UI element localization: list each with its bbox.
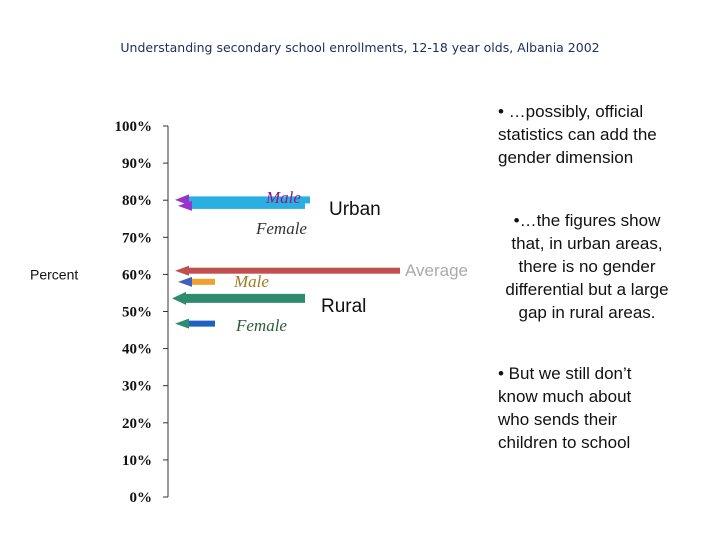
y-tick-label: 90% (122, 156, 152, 172)
arrow-shaft (190, 278, 215, 285)
y-tick-label: 100% (115, 119, 153, 135)
arrow-head (172, 291, 186, 305)
arrow-rural-female (175, 318, 215, 329)
y-tick-label: 80% (122, 193, 152, 209)
b1-line: gender dimension (498, 148, 634, 167)
arrow-urban-female (178, 200, 305, 211)
y-axis-label: Percent (30, 266, 78, 282)
chart-labels: Male Female Male Female Urban Rural Average (233, 188, 468, 335)
b1-line: • …possibly, official (498, 102, 644, 121)
b2-line: differential but a large (505, 280, 669, 299)
b2-line: gap in rural areas. (518, 303, 656, 322)
y-axis: 0% 10% 20% 30% 40% 50% 60% 70% 80% 90% 100% Percent (30, 119, 169, 506)
bullet-figures-show: •…the figures show that, in urban areas, t… (482, 209, 692, 324)
arrow-urban-male (175, 194, 310, 206)
bullet-official-statistics: • …possibly, official statistics can add … (498, 100, 657, 169)
b3-line: children to school (498, 433, 631, 452)
b2-line: that, in urban areas, (511, 234, 663, 253)
rural-male-label: Male (233, 272, 269, 291)
y-tick-label: 10% (122, 453, 152, 469)
arrow-all-average (175, 265, 400, 276)
b2-line: there is no gender (518, 257, 656, 276)
arrow-shaft (187, 320, 215, 327)
arrow-head (175, 318, 189, 329)
y-tick-label: 20% (122, 416, 152, 432)
arrow-shaft (187, 196, 310, 204)
bullet-still-dont-know: • But we still don’t know much about who s… (498, 362, 632, 454)
arrow-shaft (184, 293, 305, 303)
b3-line: who sends their (498, 410, 618, 429)
arrow-head (175, 194, 189, 206)
y-tick-label: 50% (122, 305, 152, 321)
b3-line: • But we still don’t (498, 364, 632, 383)
arrow-head (178, 276, 192, 287)
y-tick-label: 0% (130, 490, 153, 506)
arrow-head (175, 265, 189, 276)
arrow-shaft (187, 267, 400, 274)
slide-title: Understanding secondary school enrollmen… (120, 40, 600, 55)
b3-line: know much about (498, 387, 632, 406)
chart-arrows (172, 194, 400, 329)
arrow-rural-other (172, 291, 305, 305)
rural-label: Rural (321, 296, 366, 317)
rural-female-label: Female (235, 316, 287, 335)
urban-label: Urban (329, 199, 381, 220)
arrow-shaft (190, 202, 305, 209)
y-tick-label: 70% (122, 230, 152, 246)
urban-female-label: Female (255, 219, 307, 238)
arrow-rural-male (178, 276, 215, 287)
y-tick-label: 40% (122, 342, 152, 358)
average-label: Average (405, 261, 468, 280)
urban-male-label: Male (265, 188, 301, 207)
y-tick-label: 30% (122, 379, 152, 395)
b2-line: •…the figures show (513, 211, 661, 230)
arrow-head (178, 200, 192, 211)
b1-line: statistics can add the (498, 125, 657, 144)
y-tick-label: 60% (122, 267, 152, 283)
